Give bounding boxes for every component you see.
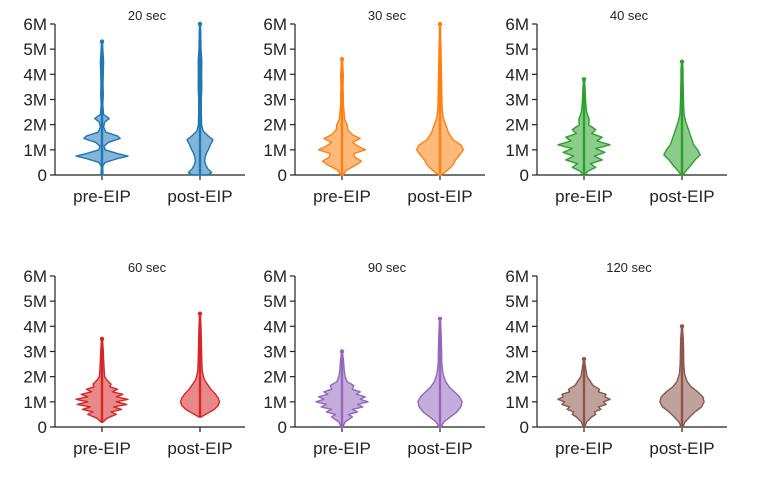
y-tick-label: 3M bbox=[23, 343, 47, 362]
max-point bbox=[581, 356, 587, 362]
y-tick-label: 1M bbox=[505, 141, 529, 160]
x-tick-label: pre-EIP bbox=[555, 187, 613, 206]
y-tick-label: 3M bbox=[263, 343, 287, 362]
y-tick-label: 0 bbox=[520, 166, 529, 185]
panel-title: 90 sec bbox=[368, 260, 407, 275]
y-tick-label: 1M bbox=[23, 141, 47, 160]
y-tick-label: 6M bbox=[505, 15, 529, 34]
panel-title: 120 sec bbox=[606, 260, 652, 275]
x-tick-label: pre-EIP bbox=[73, 187, 131, 206]
y-tick-label: 6M bbox=[23, 15, 47, 34]
y-tick-label: 6M bbox=[505, 267, 529, 286]
x-tick-label: post-EIP bbox=[167, 439, 232, 458]
y-tick-label: 0 bbox=[520, 418, 529, 437]
y-tick-label: 5M bbox=[263, 292, 287, 311]
y-tick-label: 5M bbox=[505, 40, 529, 59]
y-tick-label: 4M bbox=[23, 317, 47, 336]
x-tick-label: post-EIP bbox=[649, 439, 714, 458]
y-tick-label: 4M bbox=[505, 65, 529, 84]
x-tick-label: post-EIP bbox=[407, 187, 472, 206]
y-tick-label: 4M bbox=[263, 317, 287, 336]
max-point bbox=[679, 59, 685, 64]
max-point bbox=[437, 316, 443, 321]
max-point bbox=[437, 21, 443, 27]
x-tick-label: post-EIP bbox=[649, 187, 714, 206]
panel-title: 20 sec bbox=[128, 8, 167, 23]
y-tick-label: 1M bbox=[505, 393, 529, 412]
y-tick-label: 3M bbox=[505, 343, 529, 362]
x-tick-label: post-EIP bbox=[167, 187, 232, 206]
panel-1: 30 sec 0 1M 2M 3M 4M 5M 6M pre-EIP post-EIP bbox=[263, 8, 485, 206]
y-tick-label: 5M bbox=[505, 292, 529, 311]
x-tick-label: post-EIP bbox=[407, 439, 472, 458]
y-tick-label: 0 bbox=[278, 418, 287, 437]
panel-5: 120 sec 0 1M 2M 3M 4M 5M 6M pre-EIP post-EIP bbox=[505, 260, 727, 458]
y-tick-label: 5M bbox=[23, 292, 47, 311]
max-point bbox=[339, 349, 345, 354]
y-tick-label: 4M bbox=[23, 65, 47, 84]
x-tick-label: pre-EIP bbox=[555, 439, 613, 458]
panel-3: 60 sec 0 1M 2M 3M 4M 5M 6M pre-EIP post-EIP bbox=[23, 260, 245, 458]
panel-0: 20 sec 0 1M 2M 3M 4M 5M 6M pre-EIP post-EIP bbox=[23, 8, 245, 206]
y-tick-label: 5M bbox=[263, 40, 287, 59]
y-tick-label: 2M bbox=[263, 368, 287, 387]
panel-2: 40 sec 0 1M 2M 3M 4M 5M 6M pre-EIP post-EIP bbox=[505, 8, 727, 206]
panel-title: 60 sec bbox=[128, 260, 167, 275]
y-tick-label: 2M bbox=[505, 116, 529, 135]
y-tick-label: 2M bbox=[263, 116, 287, 135]
max-point bbox=[99, 336, 105, 342]
y-tick-label: 1M bbox=[23, 393, 47, 412]
max-point bbox=[99, 39, 105, 44]
y-tick-label: 1M bbox=[263, 141, 287, 160]
max-point bbox=[339, 57, 345, 62]
y-tick-label: 2M bbox=[23, 368, 47, 387]
panel-title: 30 sec bbox=[368, 8, 407, 23]
panel-4: 90 sec 0 1M 2M 3M 4M 5M 6M pre-EIP post-EIP bbox=[263, 260, 485, 458]
x-tick-label: pre-EIP bbox=[313, 439, 371, 458]
max-point bbox=[197, 311, 203, 316]
max-point bbox=[679, 324, 685, 329]
y-tick-label: 3M bbox=[263, 91, 287, 110]
y-tick-label: 0 bbox=[38, 418, 47, 437]
y-tick-label: 3M bbox=[23, 91, 47, 110]
y-tick-label: 1M bbox=[263, 393, 287, 412]
x-tick-label: pre-EIP bbox=[313, 187, 371, 206]
y-tick-label: 0 bbox=[38, 166, 47, 185]
y-tick-label: 2M bbox=[23, 116, 47, 135]
x-tick-label: pre-EIP bbox=[73, 439, 131, 458]
y-tick-label: 3M bbox=[505, 91, 529, 110]
y-tick-label: 0 bbox=[278, 166, 287, 185]
y-tick-label: 4M bbox=[263, 65, 287, 84]
max-point bbox=[197, 21, 203, 27]
y-tick-label: 5M bbox=[23, 40, 47, 59]
max-point bbox=[581, 77, 587, 82]
y-tick-label: 6M bbox=[263, 15, 287, 34]
y-tick-label: 2M bbox=[505, 368, 529, 387]
y-tick-label: 6M bbox=[23, 267, 47, 286]
y-tick-label: 4M bbox=[505, 317, 529, 336]
y-tick-label: 6M bbox=[263, 267, 287, 286]
panel-title: 40 sec bbox=[610, 8, 649, 23]
